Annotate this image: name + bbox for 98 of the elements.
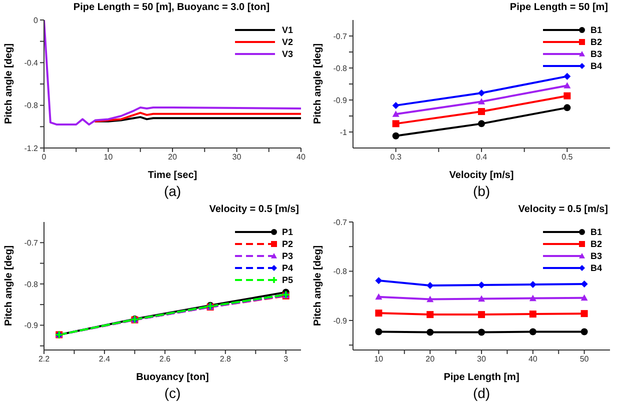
x-tick-label: 2.2 (38, 354, 50, 364)
point (426, 296, 434, 302)
y-tick-label: -0.9 (24, 321, 39, 330)
point (580, 328, 588, 336)
point (529, 328, 536, 336)
y-tick-label: -1 (340, 128, 348, 137)
point (529, 310, 536, 318)
x-tick-label: 0.4 (476, 152, 488, 162)
point (478, 120, 485, 128)
x-axis-title: Buoyancy [ton] (136, 372, 209, 383)
point (392, 120, 400, 128)
point (426, 311, 434, 318)
x-tick-label: 50 (580, 354, 590, 364)
point (564, 72, 571, 80)
point (478, 89, 485, 96)
y-tick-label: -0.8 (333, 64, 348, 73)
point (478, 98, 485, 104)
text: (b) (472, 183, 492, 199)
text: (d) (472, 385, 492, 401)
point (478, 108, 485, 116)
y-tick-label: -0.8 (24, 101, 39, 110)
y-tick-label: -0.8 (24, 280, 39, 289)
x-tick-label: 30 (477, 354, 486, 364)
x-tick-label: 0 (42, 152, 47, 162)
y-tick-label: 0 (34, 16, 39, 25)
y-axis-title: Pitch angle [deg] (312, 43, 324, 124)
chart-title: Pipe Length = 50 [m], Buoyanc = 3.0 [ton] (72, 2, 271, 13)
chart-title: Pipe Length = 50 [m] (508, 2, 608, 13)
chart-title: Velocity = 0.5 [m/s] (208, 204, 299, 215)
legend-label: B4 (590, 61, 602, 71)
legend-label: B3 (590, 251, 602, 261)
x-tick-label: 30 (232, 152, 242, 162)
x-tick-label: 2.8 (220, 354, 232, 364)
x-tick-label: 40 (528, 354, 538, 364)
x-tick-label: 20 (426, 354, 436, 364)
point (564, 104, 571, 112)
x-axis-title: Time [sec] (148, 170, 198, 181)
point (375, 277, 382, 284)
point (426, 282, 434, 290)
point (478, 328, 485, 336)
y-tick-label: -0.4 (24, 58, 39, 68)
x-tick-label: 40 (296, 152, 306, 162)
legend-label: P4 (282, 263, 293, 273)
point (580, 294, 588, 301)
x-tick-label: 0.3 (390, 152, 402, 162)
point (375, 310, 382, 317)
text: (c) (163, 385, 182, 401)
x-tick-label: 10 (374, 354, 384, 364)
legend-label: B3 (590, 49, 602, 59)
x-axis-title: Velocity [m/s] (449, 170, 514, 181)
point (478, 295, 485, 302)
legend-label: V1 (282, 25, 293, 35)
chart-title: Velocity = 0.5 [m/s] (517, 204, 608, 215)
line-series (44, 20, 301, 126)
point (392, 102, 400, 109)
point (580, 310, 588, 318)
legend-label: P3 (282, 251, 293, 261)
line-series (94, 112, 301, 122)
point (375, 293, 382, 300)
y-tick-label: -0.9 (333, 316, 348, 326)
x-tick-label: 0.5 (562, 152, 574, 162)
x-tick-label: 20 (168, 152, 178, 162)
x-tick-label: 10 (104, 152, 114, 162)
point (392, 110, 400, 117)
x-tick-label: 2.4 (98, 354, 111, 364)
legend-label: B2 (590, 37, 602, 47)
point (478, 311, 485, 318)
legend-label: P1 (282, 227, 293, 237)
y-tick-label: -0.7 (333, 218, 348, 227)
y-tick-label: -1.2 (24, 144, 39, 153)
y-axis-title: Pitch angle [deg] (4, 245, 15, 326)
legend-label: B2 (590, 239, 602, 249)
text: (a) (162, 183, 182, 199)
legend-label: B1 (590, 25, 602, 35)
point (529, 294, 536, 302)
point (564, 92, 571, 100)
y-axis-title: Pitch angle [deg] (312, 245, 324, 326)
legend-label: P2 (282, 239, 293, 249)
x-tick-label: 3 (284, 354, 289, 364)
x-axis-title: Pipe Length [m] (444, 372, 520, 383)
y-tick-label: -0.7 (333, 32, 348, 41)
point (426, 328, 434, 336)
y-tick-label: -0.8 (333, 267, 348, 276)
point (375, 328, 382, 336)
point (478, 282, 485, 289)
x-tick-label: 2.6 (159, 354, 172, 364)
legend-label: V2 (282, 37, 293, 47)
point (564, 82, 571, 88)
y-axis-title: Pitch angle [deg] (4, 43, 15, 124)
point (392, 132, 400, 140)
legend-label: B1 (590, 227, 602, 237)
legend-label: V3 (282, 49, 293, 59)
point (580, 280, 588, 288)
y-tick-label: -0.9 (333, 96, 348, 105)
legend-label: P5 (282, 275, 293, 285)
y-tick-label: -0.7 (24, 238, 39, 248)
point (529, 281, 536, 288)
legend-label: B4 (590, 263, 602, 273)
